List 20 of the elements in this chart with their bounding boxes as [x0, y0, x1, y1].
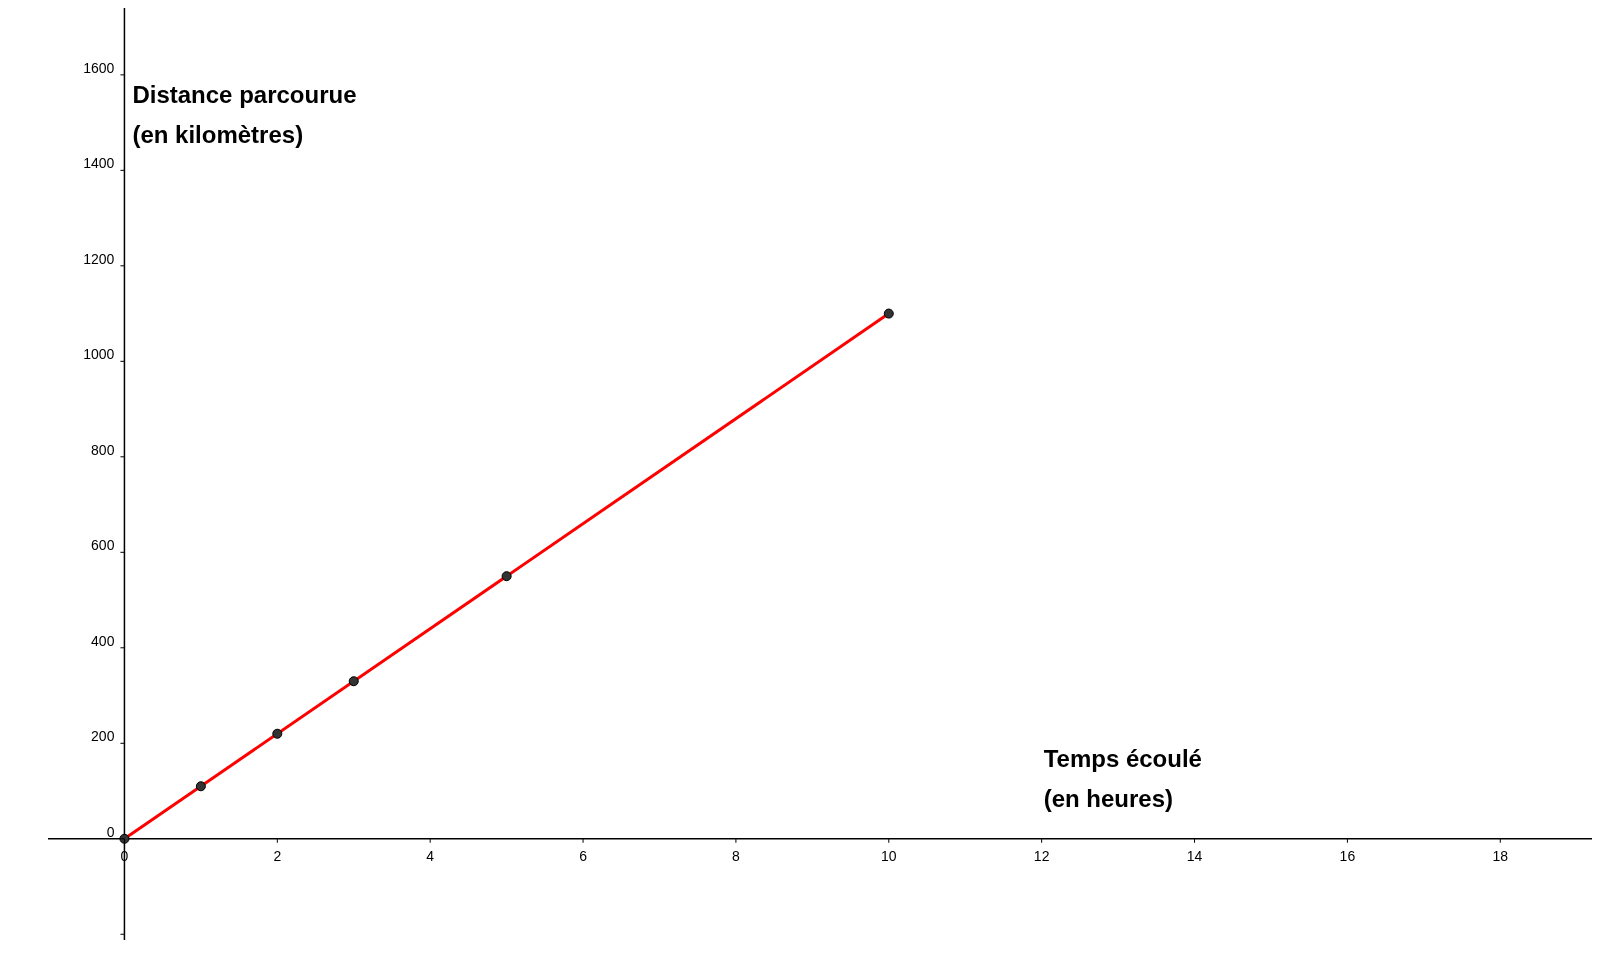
x-tick-label: 4 — [426, 847, 435, 864]
x-tick-label: 8 — [732, 847, 741, 864]
x-tick-label: 6 — [579, 847, 588, 864]
x-tick-label: 2 — [273, 847, 282, 864]
x-tick-label: 14 — [1186, 847, 1203, 864]
x-axis-title: Temps écoulé (en heures) — [1043, 744, 1202, 812]
y-tick-label: 1400 — [83, 155, 115, 172]
y-tick-label: 1600 — [83, 59, 115, 76]
y-tick-label: 1000 — [83, 346, 115, 363]
y-tick-label: 800 — [91, 441, 115, 458]
y-tick-label: 0 — [106, 823, 115, 840]
x-tick-label: 18 — [1492, 847, 1509, 864]
y-tick-label: 600 — [91, 537, 115, 554]
x-tick-label: 10 — [881, 847, 897, 864]
y-tick-label: 1200 — [83, 250, 115, 267]
y-tick-label: 400 — [91, 632, 115, 649]
x-tick-label: 16 — [1339, 847, 1356, 864]
y-axis-title: Distance parcourue (en kilomètres) — [132, 81, 357, 148]
x-tick-label: 12 — [1033, 847, 1050, 864]
y-tick-label: 200 — [91, 728, 115, 745]
